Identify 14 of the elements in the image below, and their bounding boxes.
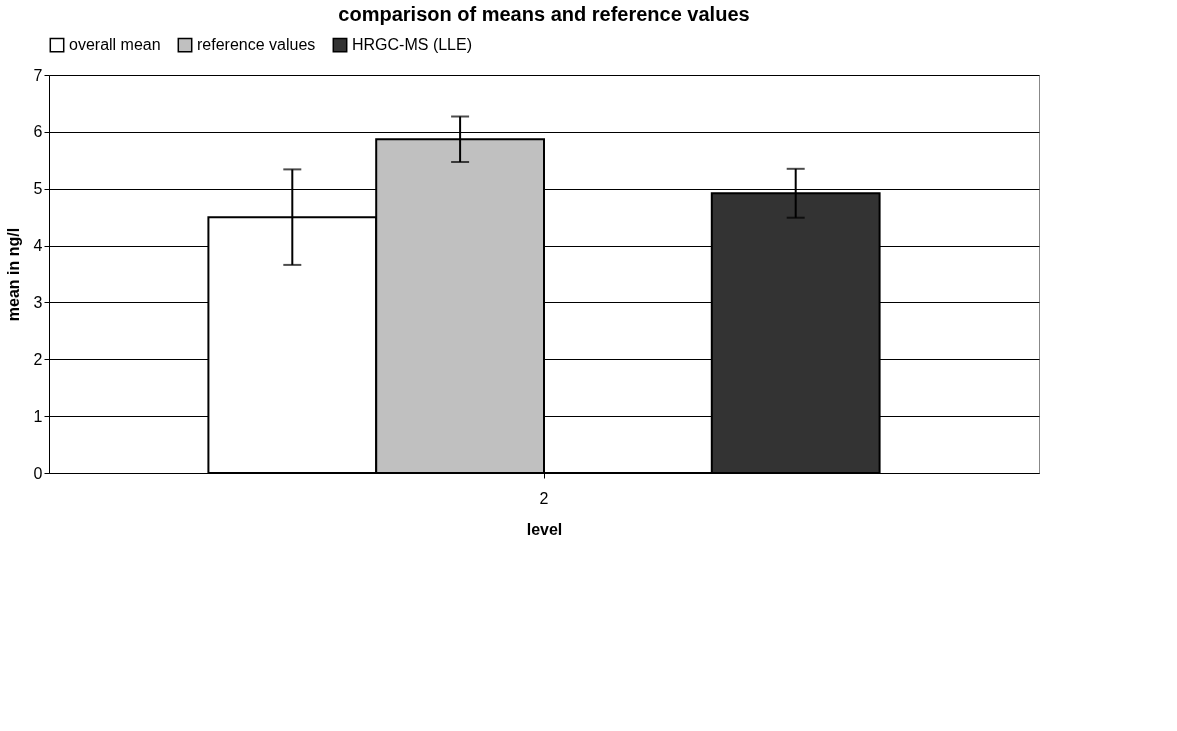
x-axis-title: level (526, 520, 563, 538)
y-tick-label: 0 (33, 464, 43, 482)
y-axis-title: mean in ng/l (4, 227, 22, 322)
y-tick-label: 6 (33, 123, 43, 141)
y-tick-label: 1 (33, 407, 43, 425)
chart-title: comparison of means and reference values (338, 3, 750, 25)
legend-label: HRGC-MS (LLE) (352, 36, 473, 54)
y-tick-label: 3 (33, 293, 43, 311)
legend-label: reference values (197, 36, 316, 54)
y-tick-label: 4 (33, 237, 43, 255)
y-tick-label: 5 (33, 180, 43, 198)
y-tick-label: 7 (33, 66, 43, 84)
legend-label: overall mean (69, 36, 161, 54)
y-tick-label: 2 (33, 350, 43, 368)
